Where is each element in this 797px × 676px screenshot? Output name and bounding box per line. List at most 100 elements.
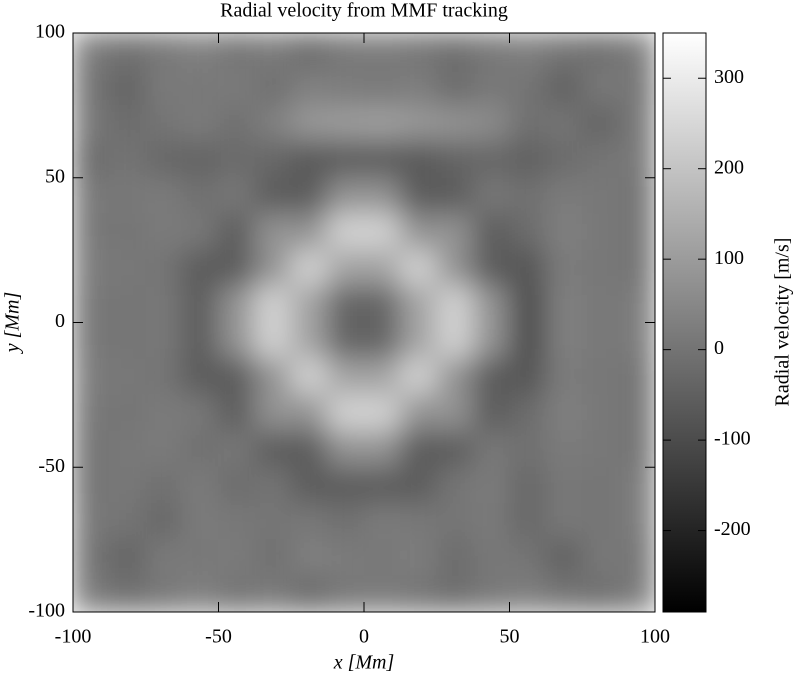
heat-cell (290, 322, 329, 360)
heat-cell (181, 322, 219, 360)
heat-cell (399, 539, 438, 577)
heat-cell (545, 394, 583, 432)
heat-cell (290, 394, 329, 432)
heat-cell (618, 322, 655, 360)
heat-cell (145, 68, 183, 106)
heat-cell (73, 430, 110, 468)
y-tick-label: -50 (38, 455, 65, 477)
heat-cell (73, 539, 110, 577)
heat-cell (545, 466, 583, 504)
heat-cell (181, 539, 219, 577)
heat-cell (327, 466, 365, 504)
heat-cell (399, 285, 438, 323)
heat-cell (363, 141, 401, 179)
heat-cell (618, 539, 655, 577)
heat-cell (218, 33, 256, 70)
heat-cell (436, 177, 474, 215)
heat-cell (290, 358, 329, 396)
heat-cell (581, 539, 620, 577)
heat-cell (327, 177, 365, 215)
heat-cell (436, 33, 474, 70)
heat-cell (618, 104, 655, 143)
y-tick-label: 50 (45, 165, 65, 187)
heat-cell (509, 394, 547, 432)
heat-cell (472, 466, 510, 504)
heat-cell (399, 249, 438, 287)
heat-cell (618, 285, 655, 323)
heat-cell (509, 358, 547, 396)
heat-cell (509, 249, 547, 287)
heat-cell (581, 322, 620, 360)
heat-cell (108, 466, 147, 504)
heat-cell (399, 575, 438, 612)
colorbar-tick-label: -100 (714, 428, 751, 450)
heat-cell (363, 394, 401, 432)
heat-cell (145, 249, 183, 287)
heat-cell (472, 33, 510, 70)
heat-cell (218, 430, 256, 468)
heat-cell (436, 539, 474, 577)
heat-cell (545, 177, 583, 215)
heat-cell (545, 68, 583, 106)
heat-cell (618, 68, 655, 106)
heat-cell (218, 213, 256, 251)
heat-cell (73, 33, 110, 70)
heat-cell (436, 394, 474, 432)
heat-cell (581, 430, 620, 468)
heat-cell (145, 394, 183, 432)
heat-cell (363, 358, 401, 396)
heat-cell (327, 502, 365, 541)
heat-cell (108, 177, 147, 215)
heat-cell (73, 394, 110, 432)
heat-cell (181, 502, 219, 541)
heat-cell (108, 285, 147, 323)
heat-cell (290, 539, 329, 577)
heat-cell (399, 33, 438, 70)
heat-cell (145, 502, 183, 541)
heat-cell (108, 104, 147, 143)
heat-cell (254, 466, 292, 504)
heat-cell (290, 104, 329, 143)
heat-cell (108, 322, 147, 360)
heat-cell (327, 68, 365, 106)
heat-cell (618, 466, 655, 504)
heat-cell (108, 394, 147, 432)
heat-cell (363, 104, 401, 143)
heat-cell (581, 104, 620, 143)
heat-cell (181, 575, 219, 612)
heat-cell (618, 177, 655, 215)
heat-cell (218, 502, 256, 541)
heat-cell (363, 322, 401, 360)
heat-cell (363, 502, 401, 541)
heat-cell (472, 213, 510, 251)
heat-cell (290, 141, 329, 179)
heat-cell (436, 68, 474, 106)
heat-cell (545, 141, 583, 179)
heat-cell (73, 249, 110, 287)
heat-cell (218, 285, 256, 323)
heat-cell (472, 249, 510, 287)
heat-cell (73, 502, 110, 541)
heat-cell (108, 539, 147, 577)
heat-cell (545, 575, 583, 612)
heat-cell (545, 249, 583, 287)
heat-cell (181, 177, 219, 215)
heat-cell (181, 285, 219, 323)
y-tick-label: 100 (35, 21, 65, 43)
heat-cell (472, 177, 510, 215)
heat-cell (509, 539, 547, 577)
heat-cell (363, 177, 401, 215)
heat-cell (581, 213, 620, 251)
heat-cell (254, 322, 292, 360)
heat-cell (290, 213, 329, 251)
heat-cell (218, 394, 256, 432)
heat-cell (618, 213, 655, 251)
heat-cell (145, 177, 183, 215)
heat-cell (472, 285, 510, 323)
heat-cell (145, 358, 183, 396)
colorbar-label: Radial velocity [m/s] (772, 238, 794, 407)
heat-cell (218, 249, 256, 287)
heat-cell (545, 213, 583, 251)
heat-cell (181, 33, 219, 70)
